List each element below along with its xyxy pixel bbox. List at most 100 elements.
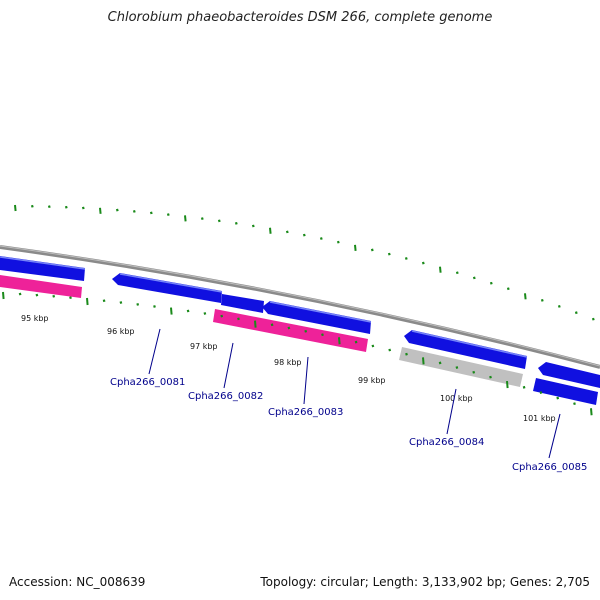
minor-tick xyxy=(200,217,204,220)
minor-tick xyxy=(186,309,190,313)
gene-label[interactable]: Cpha266_0084 xyxy=(409,437,484,448)
gene-arrow[interactable] xyxy=(0,256,85,281)
minor-tick xyxy=(251,224,255,228)
minor-tick xyxy=(540,298,544,302)
gene-label[interactable]: Cpha266_0085 xyxy=(512,462,587,473)
minor-tick xyxy=(472,276,476,280)
major-tick xyxy=(184,215,187,222)
gene-arrow[interactable] xyxy=(221,294,264,313)
major-tick xyxy=(524,293,527,300)
minor-tick xyxy=(421,261,425,265)
minor-tick xyxy=(591,317,595,321)
gene-arrow[interactable] xyxy=(262,301,371,334)
major-tick xyxy=(590,408,593,416)
major-tick xyxy=(354,244,357,251)
scale-label: 96 kbp xyxy=(107,327,135,336)
minor-tick xyxy=(574,311,578,315)
minor-tick xyxy=(149,211,153,215)
minor-tick xyxy=(336,240,340,244)
minor-tick xyxy=(388,348,392,352)
minor-tick xyxy=(217,219,221,223)
major-tick xyxy=(439,266,442,273)
minor-tick xyxy=(102,299,106,303)
major-tick xyxy=(254,320,257,328)
major-tick xyxy=(170,307,173,315)
minor-tick xyxy=(455,271,459,275)
minor-tick xyxy=(371,344,375,348)
accession-text: Accession: NC_008639 xyxy=(9,575,146,589)
minor-tick xyxy=(455,366,459,369)
minor-tick xyxy=(237,317,240,321)
gene-arrow[interactable] xyxy=(213,309,368,352)
minor-tick xyxy=(270,323,274,327)
minor-tick xyxy=(136,303,140,306)
minor-tick xyxy=(319,237,323,240)
minor-tick xyxy=(321,333,324,337)
minor-tick xyxy=(573,402,576,406)
minor-tick xyxy=(522,385,526,389)
minor-tick xyxy=(489,281,493,285)
minor-tick xyxy=(203,312,207,315)
minor-tick xyxy=(35,293,39,297)
gene-arrow[interactable] xyxy=(404,330,527,369)
major-tick xyxy=(14,204,17,212)
genome-backbone xyxy=(0,245,600,369)
minor-tick xyxy=(354,340,358,344)
minor-tick xyxy=(18,292,22,296)
gene-label[interactable]: Cpha266_0083 xyxy=(268,407,343,418)
minor-tick xyxy=(153,305,156,308)
minor-tick xyxy=(69,296,72,300)
genome-backbone-highlight xyxy=(0,245,600,367)
major-tick xyxy=(99,207,102,214)
scale-label: 97 kbp xyxy=(190,342,218,351)
minor-tick xyxy=(405,352,408,356)
minor-tick xyxy=(304,329,308,333)
minor-tick xyxy=(287,326,291,330)
gene-arrow[interactable] xyxy=(0,275,82,298)
minor-tick xyxy=(302,233,306,237)
minor-tick xyxy=(166,213,170,216)
minor-tick xyxy=(472,370,476,374)
gene-label[interactable]: Cpha266_0081 xyxy=(110,377,185,388)
minor-tick xyxy=(47,205,51,209)
major-tick xyxy=(269,227,272,234)
gene-arrow[interactable] xyxy=(538,362,600,388)
major-tick xyxy=(422,357,425,365)
gene-arrow[interactable] xyxy=(533,378,598,405)
scale-label: 95 kbp xyxy=(21,314,49,323)
minor-tick xyxy=(220,314,224,318)
map-title: Chlorobium phaeobacteroides DSM 266, com… xyxy=(107,10,493,25)
minor-tick xyxy=(489,375,492,379)
minor-tick xyxy=(506,287,510,291)
gene-leader-lines xyxy=(148,328,561,459)
minor-tick xyxy=(370,248,374,252)
genome-summary-text: Topology: circular; Length: 3,133,902 bp… xyxy=(260,575,590,589)
minor-tick xyxy=(115,208,119,212)
scale-labels: 95 kbp 96 kbp 97 kbp 98 kbp 99 kbp 100 k… xyxy=(21,314,556,423)
gene-arrow[interactable] xyxy=(399,347,523,387)
minor-tick xyxy=(556,396,560,400)
minor-tick xyxy=(285,230,289,234)
major-tick xyxy=(2,291,5,300)
minor-tick xyxy=(539,391,543,395)
outer-tick-track xyxy=(14,204,595,321)
minor-tick xyxy=(64,205,68,209)
gene-labels: Cpha266_0081 Cpha266_0082 Cpha266_0083 C… xyxy=(110,377,587,473)
minor-tick xyxy=(387,252,391,256)
scale-label: 101 kbp xyxy=(523,414,556,423)
scale-label: 99 kbp xyxy=(358,376,386,385)
scale-label: 98 kbp xyxy=(274,358,302,367)
minor-tick xyxy=(404,257,408,260)
minor-tick xyxy=(438,361,442,365)
major-tick xyxy=(506,380,509,389)
minor-tick xyxy=(81,206,85,210)
gene-label[interactable]: Cpha266_0082 xyxy=(188,391,263,402)
minor-tick xyxy=(132,209,136,213)
major-tick xyxy=(86,297,89,306)
gene-arrow[interactable] xyxy=(112,273,222,303)
gene-track xyxy=(0,256,600,405)
minor-tick xyxy=(30,204,34,208)
minor-tick xyxy=(557,305,561,308)
